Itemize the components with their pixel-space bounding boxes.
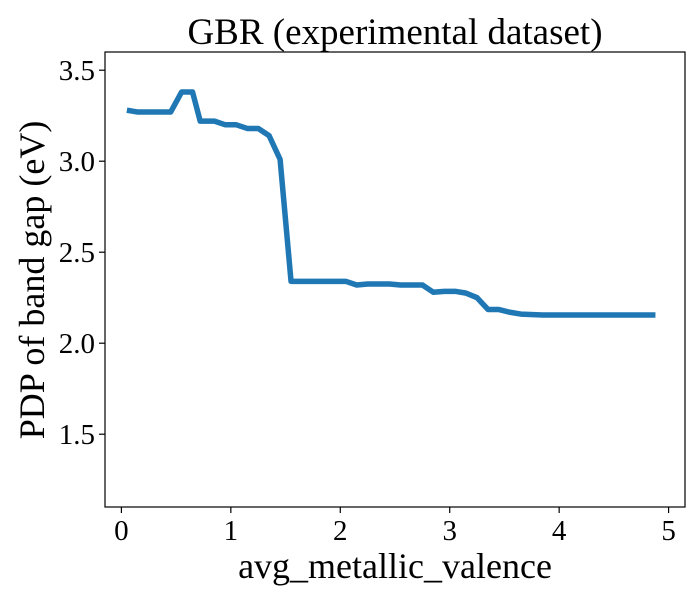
axis-ticks: 0 1 2 3 4 5 1.5 2.0 2.5 3.0 3.5: [59, 55, 676, 547]
x-tick-label: 1: [224, 515, 239, 547]
x-tick-label: 3: [442, 515, 457, 547]
series-line: [126, 89, 656, 318]
series-group: [126, 89, 656, 318]
y-axis-label: PDP of band gap (eV): [12, 121, 52, 440]
x-tick-label: 2: [333, 515, 348, 547]
x-axis-label: avg_metallic_valence: [238, 546, 552, 586]
x-tick-label: 4: [552, 515, 567, 547]
x-tick-label: 5: [661, 515, 676, 547]
plot-frame: [104, 51, 686, 508]
y-tick-label: 1.5: [59, 419, 95, 451]
y-tick-label: 3.5: [59, 55, 95, 87]
x-tick-label: 0: [114, 515, 129, 547]
chart-title: GBR (experimental dataset): [187, 12, 602, 53]
y-tick-label: 3.0: [59, 146, 95, 178]
y-tick-label: 2.5: [59, 237, 95, 269]
y-tick-label: 2.0: [59, 328, 95, 360]
